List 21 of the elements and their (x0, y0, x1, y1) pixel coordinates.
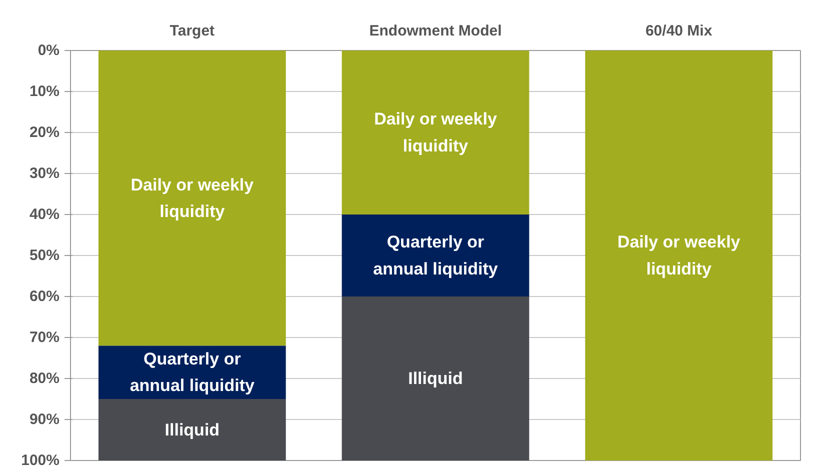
y-tick-label: 60% (29, 288, 60, 305)
y-tick-label: 30% (29, 165, 60, 182)
x-tick-label: Endowment Model (369, 22, 502, 40)
y-tick-label: 100% (21, 452, 60, 469)
y-tick-label: 20% (29, 124, 60, 141)
y-tick-label: 50% (29, 247, 60, 264)
series-label: Daily or weekly liquidity (617, 232, 741, 278)
x-tick-label: Target (170, 22, 215, 40)
y-tick-label: 70% (29, 329, 60, 346)
y-tick-label: 40% (29, 206, 60, 223)
text: Illiquid (408, 369, 463, 388)
y-tick-label: 90% (29, 411, 60, 428)
series-label: Quarterly or annual liquidity (130, 350, 256, 396)
text: Daily or weekly liquidity (130, 175, 254, 221)
y-tick-label: 10% (29, 83, 60, 100)
series-label: Illiquid (164, 420, 220, 440)
text: Daily or weekly liquidity (374, 110, 497, 156)
text: Quarterly or annual liquidity (373, 232, 498, 278)
y-tick-label: 80% (29, 370, 60, 387)
y-tick-label: 0% (38, 42, 60, 59)
x-tick-label: 60/40 Mix (645, 22, 713, 40)
